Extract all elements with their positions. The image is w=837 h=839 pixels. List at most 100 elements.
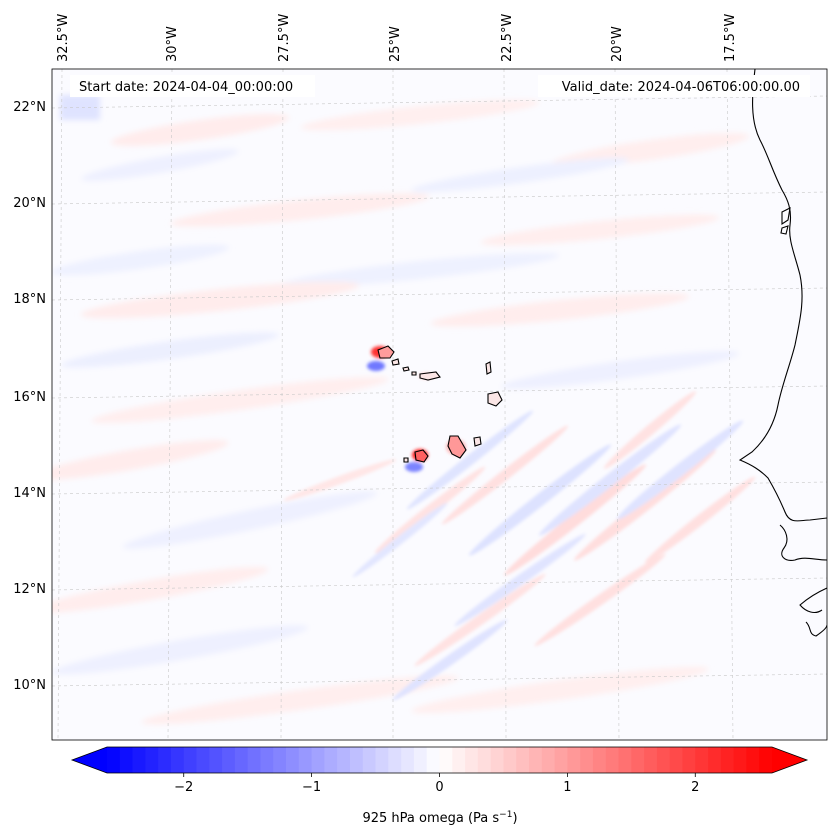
colorbar-cell (183, 747, 197, 773)
island-islet (411, 371, 417, 376)
colorbar-cell (375, 747, 389, 773)
omega-field (52, 95, 750, 725)
colorbar-cell (119, 747, 133, 773)
colorbar-cell (145, 747, 159, 773)
title-left-box (70, 75, 315, 97)
lon-label-30w: 30°W (165, 26, 180, 62)
island-sao-vicente (391, 358, 400, 366)
colorbar-cell (720, 747, 735, 773)
lat-label-10n: 10°N (13, 678, 46, 693)
colorbar-cell (337, 747, 351, 773)
colorbar-cell (503, 747, 517, 773)
colorbar-extend-min (72, 747, 107, 773)
colorbar-cell (209, 747, 223, 773)
colorbar-cell (669, 747, 683, 773)
colorbar: −2 −1 0 1 2 925 hPa omega (Pa s−1) (70, 746, 809, 826)
colorbar-cell (401, 747, 415, 773)
colorbar-cell (452, 747, 466, 773)
lon-label-27-5w: 27.5°W (277, 14, 292, 62)
colorbar-cell (234, 747, 249, 773)
colorbar-outline (70, 746, 809, 774)
colorbar-cell (222, 747, 236, 773)
colorbar-tick-label: 2 (691, 780, 699, 795)
island-sal (485, 361, 492, 375)
lat-label-18n: 18°N (13, 292, 46, 307)
colorbar-cell (733, 747, 747, 773)
colorbar-cell (273, 747, 287, 773)
colorbar-cell (746, 747, 760, 773)
colorbar-cell (324, 747, 338, 773)
island-santo-antao (377, 345, 395, 359)
longitude-labels: 32.5°W 30°W 27.5°W 25°W 22.5°W 20°W 17.5… (56, 14, 738, 62)
colorbar-cell (465, 747, 479, 773)
lon-label-25w: 25°W (388, 26, 403, 62)
colorbar-cell (618, 747, 632, 773)
colorbar-cell (580, 747, 594, 773)
colorbar-cell (349, 747, 364, 773)
colorbar-cell (567, 747, 581, 773)
colorbar-tick-label: −1 (302, 780, 321, 795)
lon-label-32-5w: 32.5°W (56, 14, 71, 62)
coastline (738, 69, 827, 637)
lat-label-16n: 16°N (13, 390, 46, 405)
colorbar-label: 925 hPa omega (Pa s−1) (362, 810, 517, 826)
colorbar-cell (477, 747, 492, 773)
lon-label-22-5w: 22.5°W (500, 14, 515, 62)
colorbar-cell (541, 747, 555, 773)
colorbar-cell (132, 747, 146, 773)
colorbar-cell (298, 747, 313, 773)
lat-label-20n: 20°N (13, 196, 46, 211)
map-panel: Start date: 2024-04-04_00:00:00 Valid_da… (52, 69, 827, 740)
colorbar-cell (708, 747, 722, 773)
colorbar-cells (107, 747, 773, 773)
colorbar-cell (311, 747, 325, 773)
colorbar-tick-label: −2 (174, 780, 193, 795)
island-fogo (414, 449, 429, 463)
omega-wave-streaks (283, 391, 756, 701)
colorbar-cell (682, 747, 696, 773)
island-boa-vista (487, 391, 503, 407)
colorbar-tick-label: 0 (435, 780, 443, 795)
title-start-date: Start date: 2024-04-04_00:00:00 (79, 80, 293, 95)
colorbar-cell (529, 747, 543, 773)
lat-label-14n: 14°N (13, 486, 46, 501)
colorbar-cell (260, 747, 274, 773)
lat-label-12n: 12°N (13, 582, 46, 597)
colorbar-cell (605, 747, 619, 773)
latitude-labels: 22°N 20°N 18°N 16°N 14°N 12°N 10°N (13, 100, 46, 693)
colorbar-cell (656, 747, 671, 773)
colorbar-cell (644, 747, 658, 773)
graticule (52, 69, 827, 740)
colorbar-cell (490, 747, 504, 773)
island-santa-luzia (402, 366, 410, 372)
colorbar-tick-label: 1 (563, 780, 571, 795)
colorbar-cell (695, 747, 709, 773)
colorbar-cell (247, 747, 261, 773)
colorbar-cell (759, 747, 773, 773)
cape-verde-islands (377, 345, 503, 463)
map-frame (51, 68, 828, 741)
colorbar-cell (388, 747, 402, 773)
colorbar-cell (362, 747, 376, 773)
island-maio (473, 436, 482, 447)
colorbar-cell (170, 747, 185, 773)
colorbar-cell (426, 747, 440, 773)
colorbar-cell (439, 747, 453, 773)
colorbar-extend-max (772, 747, 807, 773)
colorbar-cell (107, 747, 121, 773)
colorbar-cell (196, 747, 210, 773)
title-bar: Start date: 2024-04-04_00:00:00 Valid_da… (70, 75, 810, 97)
island-santiago (447, 435, 467, 459)
lon-label-20w: 20°W (610, 26, 625, 62)
colorbar-cell (592, 747, 607, 773)
colorbar-ticks: −2 −1 0 1 2 (174, 773, 699, 795)
island-sao-nicolau (419, 371, 441, 381)
island-brava (403, 457, 409, 463)
colorbar-cell (286, 747, 300, 773)
title-right-box (538, 75, 810, 97)
title-valid-date: Valid_date: 2024-04-06T06:00:00.00 (562, 80, 800, 95)
lat-label-22n: 22°N (13, 100, 46, 115)
lon-label-17-5w: 17.5°W (723, 14, 738, 62)
colorbar-cell (516, 747, 530, 773)
